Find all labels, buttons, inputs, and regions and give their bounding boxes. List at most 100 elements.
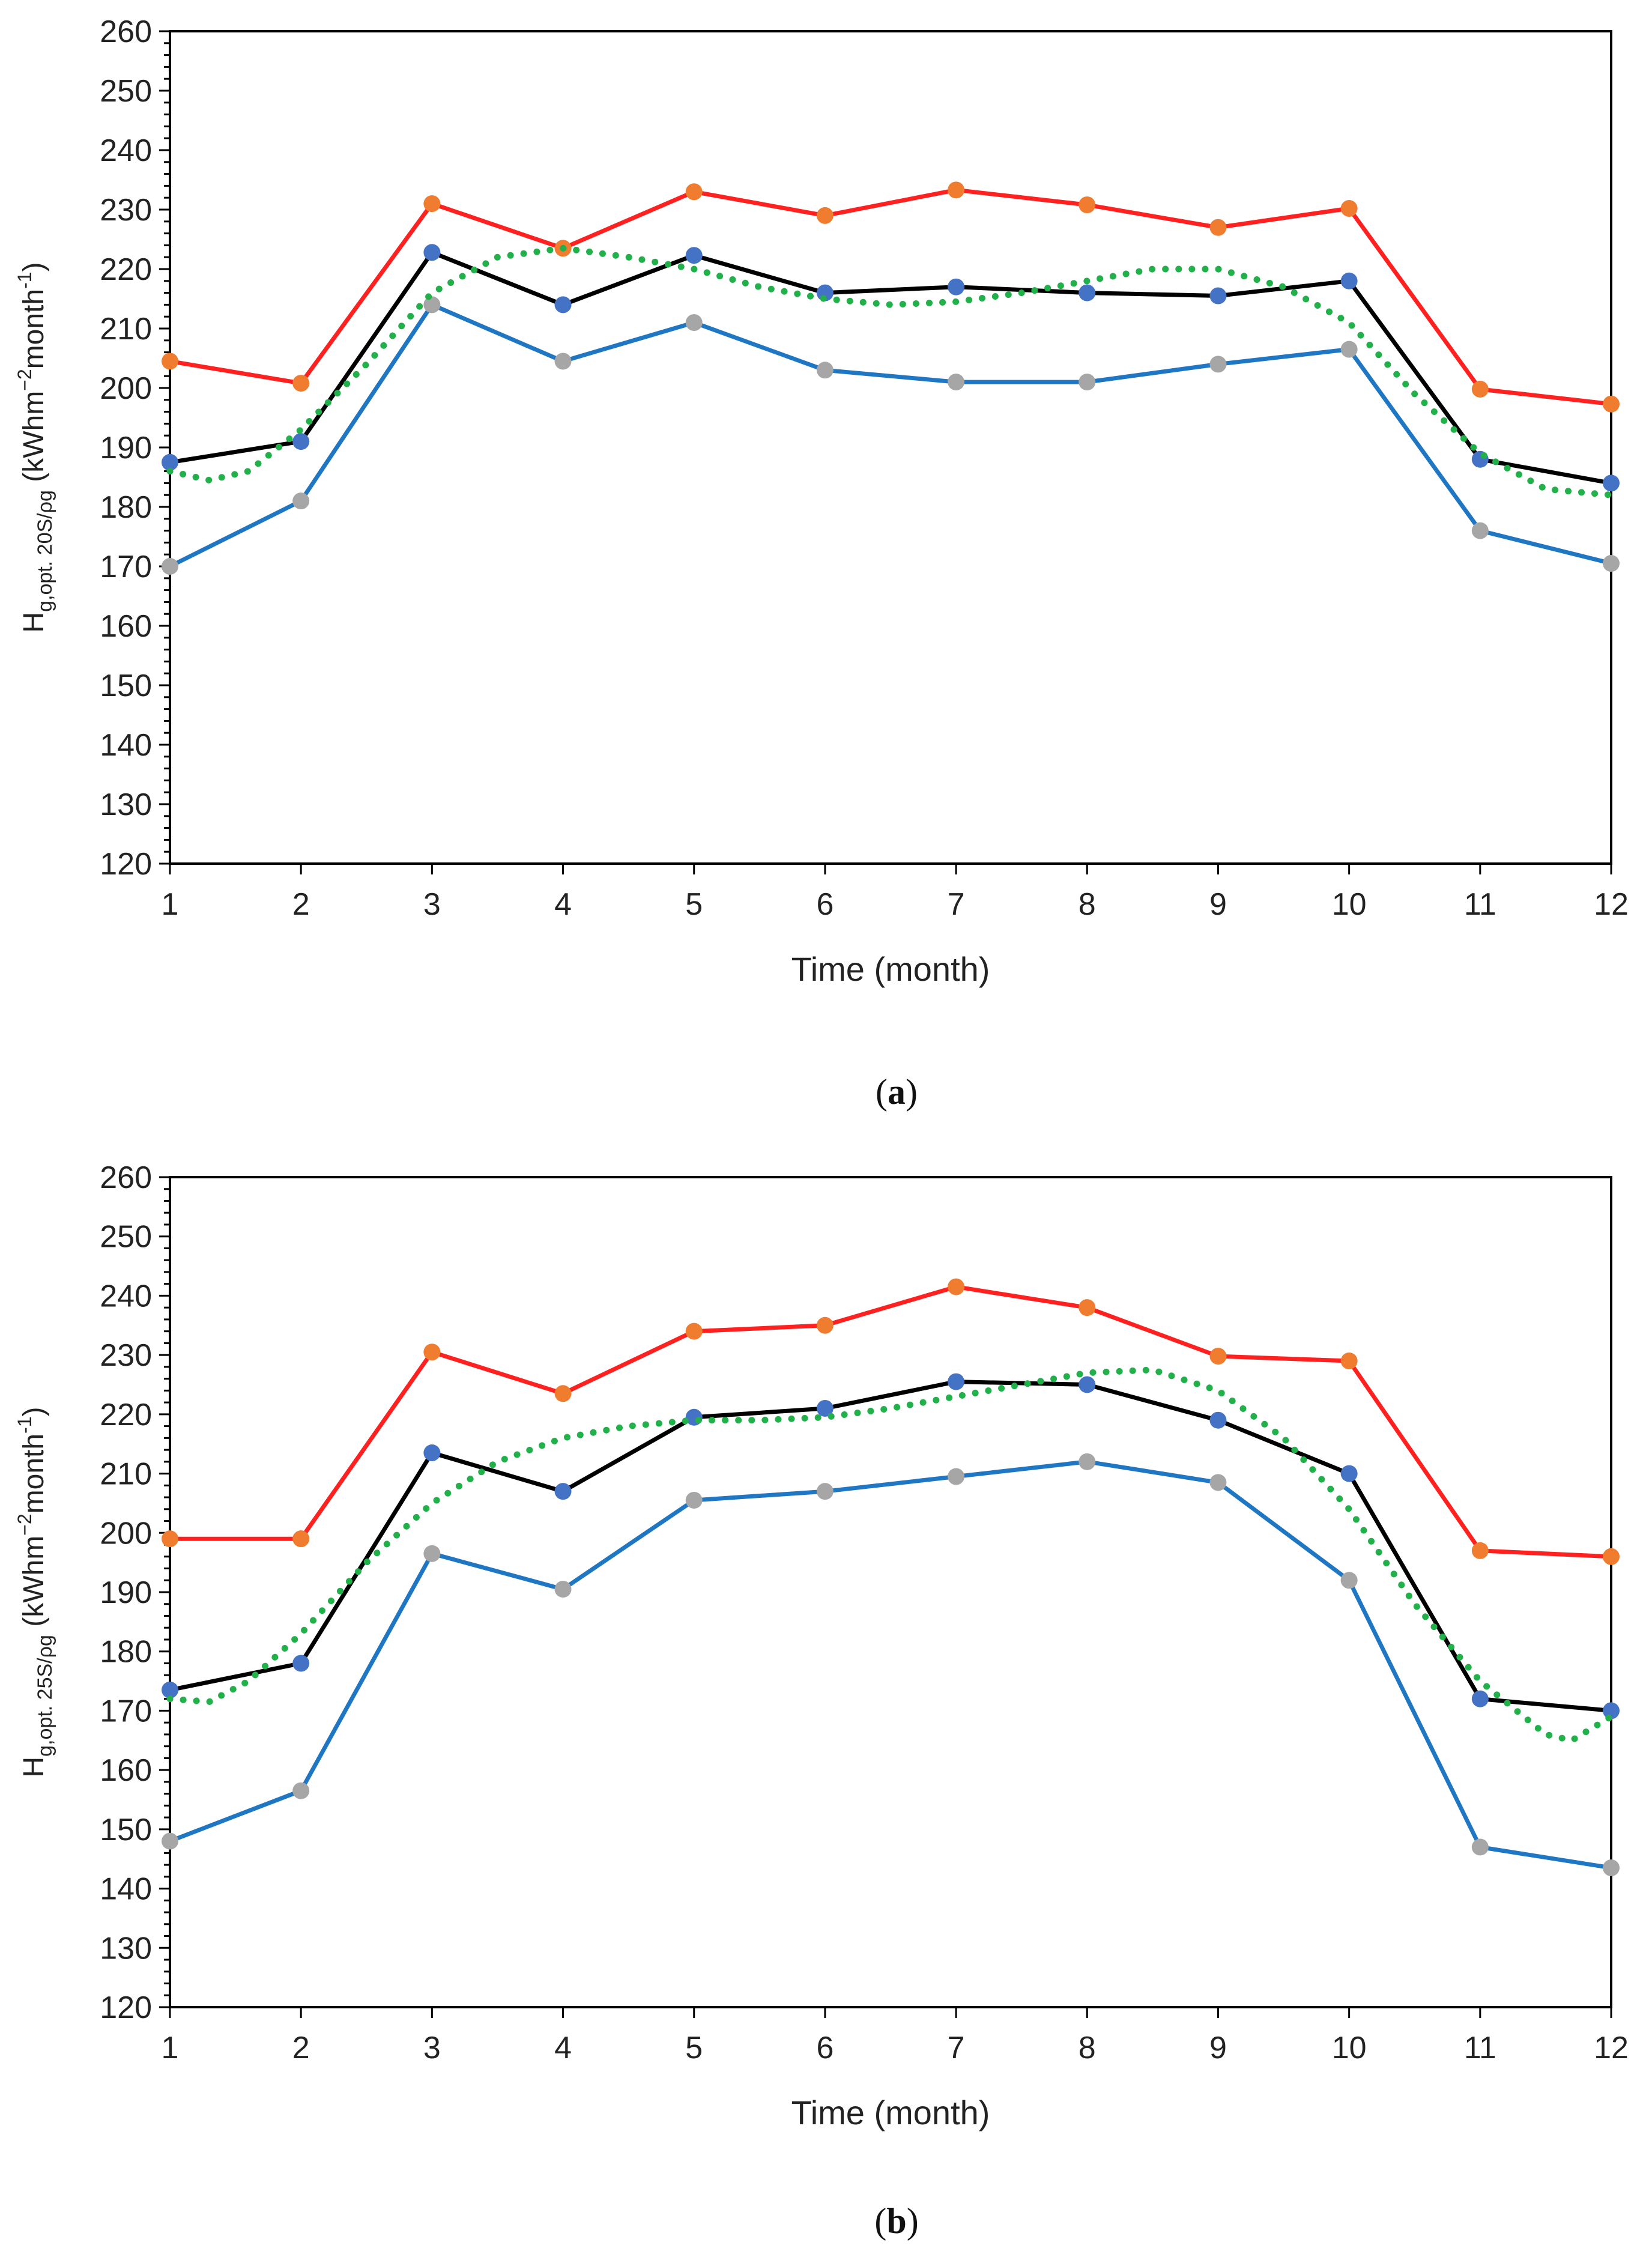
data-point-lower bbox=[1340, 1572, 1358, 1589]
x-axis-title: Time (month) bbox=[791, 950, 990, 988]
data-point-mean bbox=[948, 278, 965, 295]
caption-close-paren: ) bbox=[906, 1072, 918, 1112]
y-axis-title-unit-pre: (kWhm bbox=[18, 391, 50, 490]
y-axis-title-sub: g,opt. 20S/ρg bbox=[34, 490, 56, 612]
data-point-upper bbox=[685, 1322, 703, 1340]
data-point-mean bbox=[1079, 1376, 1096, 1393]
data-point-lower bbox=[1603, 1859, 1620, 1877]
series-upper bbox=[162, 181, 1620, 413]
series-upper bbox=[162, 1278, 1620, 1565]
data-point-mean bbox=[423, 244, 441, 261]
y-tick-label: 220 bbox=[100, 252, 152, 287]
y-axis-title-unit-post: ) bbox=[18, 262, 50, 271]
x-tick-label: 10 bbox=[1332, 2031, 1367, 2065]
data-point-upper bbox=[685, 183, 703, 201]
y-tick-label: 130 bbox=[100, 787, 152, 822]
y-axis-title-unit-pre: (kWhm bbox=[18, 1536, 50, 1635]
y-axis-title: Hg,opt. 25S/ρg (kWhm−2month-1) bbox=[14, 1407, 56, 1777]
data-point-mean bbox=[1603, 1702, 1620, 1719]
data-point-mean bbox=[1603, 474, 1620, 492]
y-axis-title-mid: month bbox=[18, 1434, 50, 1513]
x-tick-label: 11 bbox=[1464, 2031, 1496, 2065]
caption-close-paren: ) bbox=[907, 2201, 919, 2241]
y-tick-label: 250 bbox=[100, 1220, 152, 1255]
data-point-lower bbox=[1079, 374, 1096, 391]
data-point-upper bbox=[1340, 200, 1358, 217]
caption-letter: a bbox=[888, 1072, 906, 1112]
y-tick-label: 240 bbox=[100, 133, 152, 168]
series-trend bbox=[166, 1366, 1615, 1744]
chart-a: 1201301401501601701801902002102202302402… bbox=[14, 14, 1629, 1112]
y-tick-label: 240 bbox=[100, 1279, 152, 1313]
y-tick-label: 130 bbox=[100, 1931, 152, 1966]
y-tick-label: 120 bbox=[100, 847, 152, 882]
series-line-upper bbox=[169, 187, 1612, 407]
data-point-lower bbox=[1340, 341, 1358, 358]
x-tick-label: 8 bbox=[1079, 887, 1096, 922]
y-axis-title: Hg,opt. 20S/ρg (kWhm−2month-1) bbox=[14, 262, 56, 632]
data-point-mean bbox=[162, 1681, 178, 1698]
y-axis-title-sup1: −2 bbox=[14, 1513, 35, 1535]
y-tick-label: 160 bbox=[100, 609, 152, 644]
data-point-lower bbox=[1471, 1838, 1489, 1856]
data-point-mean bbox=[423, 1444, 441, 1462]
series-lower bbox=[162, 296, 1620, 575]
y-axis-title-sub: g,opt. 25S/ρg bbox=[34, 1635, 56, 1757]
data-point-mean bbox=[1209, 1411, 1227, 1429]
x-tick-label: 5 bbox=[685, 887, 703, 922]
y-tick-label: 170 bbox=[100, 1694, 152, 1728]
data-point-upper bbox=[1340, 1353, 1358, 1370]
caption-open-paren: ( bbox=[874, 2201, 886, 2241]
y-tick-label: 250 bbox=[100, 74, 152, 109]
y-tick-label: 180 bbox=[100, 490, 152, 525]
data-point-upper bbox=[1471, 1542, 1489, 1559]
data-point-upper bbox=[1209, 219, 1227, 236]
panel-caption: (a) bbox=[876, 1072, 918, 1112]
y-axis-title-sup2: -1 bbox=[14, 271, 35, 288]
trend-line bbox=[166, 1366, 1615, 1744]
data-point-lower bbox=[162, 558, 178, 575]
x-tick-label: 1 bbox=[162, 2031, 179, 2065]
data-point-lower bbox=[685, 1491, 703, 1509]
y-tick-label: 150 bbox=[100, 668, 152, 703]
data-point-mean bbox=[1079, 284, 1096, 301]
data-point-lower bbox=[1079, 1453, 1096, 1470]
data-point-lower bbox=[292, 492, 310, 510]
plot-frame bbox=[169, 30, 1612, 865]
data-point-lower bbox=[554, 1581, 572, 1598]
data-point-lower bbox=[816, 1483, 834, 1500]
data-point-upper bbox=[1209, 1348, 1227, 1365]
y-axis-title-base: H bbox=[18, 1757, 50, 1778]
x-tick-label: 4 bbox=[554, 2031, 572, 2065]
data-point-lower bbox=[423, 296, 441, 314]
data-point-upper bbox=[554, 1385, 572, 1402]
data-point-upper bbox=[162, 1530, 178, 1548]
data-point-lower bbox=[423, 1545, 441, 1562]
data-point-mean bbox=[1209, 287, 1227, 304]
data-point-mean bbox=[685, 247, 703, 264]
data-point-mean bbox=[292, 1655, 310, 1672]
data-point-upper bbox=[162, 353, 178, 370]
x-tick-label: 1 bbox=[162, 887, 179, 922]
series-trend bbox=[166, 244, 1615, 498]
y-tick-label: 230 bbox=[100, 193, 152, 228]
series-line-mean bbox=[169, 250, 1612, 485]
y-axis-title-sup1: −2 bbox=[14, 369, 35, 390]
x-tick-label: 4 bbox=[554, 887, 572, 922]
data-point-mean bbox=[1340, 272, 1358, 289]
data-point-upper bbox=[423, 1344, 441, 1361]
y-tick-label: 200 bbox=[100, 371, 152, 406]
y-tick-label: 170 bbox=[100, 550, 152, 584]
data-point-mean bbox=[1340, 1465, 1358, 1482]
data-point-mean bbox=[292, 433, 310, 450]
data-point-lower bbox=[1209, 356, 1227, 373]
data-point-lower bbox=[948, 1468, 965, 1485]
data-point-upper bbox=[423, 195, 441, 213]
data-point-mean bbox=[948, 1373, 965, 1390]
data-point-lower bbox=[685, 314, 703, 332]
data-point-upper bbox=[816, 1316, 834, 1334]
x-tick-label: 12 bbox=[1594, 2031, 1629, 2065]
caption-letter: b bbox=[886, 2201, 906, 2241]
data-point-upper bbox=[1471, 380, 1489, 398]
